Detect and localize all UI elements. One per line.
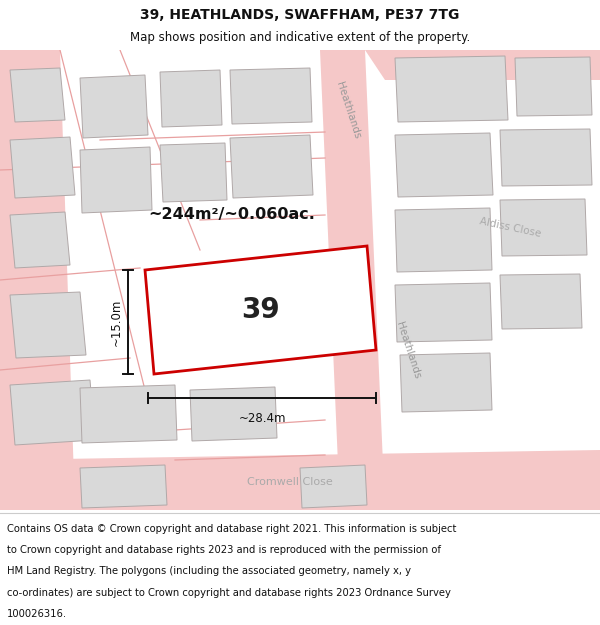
Polygon shape <box>395 208 492 272</box>
Text: Cromwell Close: Cromwell Close <box>247 477 333 487</box>
Polygon shape <box>80 465 167 508</box>
Polygon shape <box>500 274 582 329</box>
Polygon shape <box>395 133 493 197</box>
Polygon shape <box>80 385 177 443</box>
Polygon shape <box>10 292 86 358</box>
Polygon shape <box>515 57 592 116</box>
Polygon shape <box>300 465 367 508</box>
Text: 39: 39 <box>241 296 280 324</box>
Polygon shape <box>190 387 277 441</box>
Polygon shape <box>395 283 492 342</box>
Text: HM Land Registry. The polygons (including the associated geometry, namely x, y: HM Land Registry. The polygons (includin… <box>7 566 411 576</box>
Polygon shape <box>10 68 65 122</box>
Polygon shape <box>145 246 376 374</box>
Text: Contains OS data © Crown copyright and database right 2021. This information is : Contains OS data © Crown copyright and d… <box>7 524 457 534</box>
Polygon shape <box>365 50 600 80</box>
Polygon shape <box>80 147 152 213</box>
Polygon shape <box>0 450 600 510</box>
Text: to Crown copyright and database rights 2023 and is reproduced with the permissio: to Crown copyright and database rights 2… <box>7 545 441 555</box>
Text: ~15.0m: ~15.0m <box>110 298 123 346</box>
Polygon shape <box>10 137 75 198</box>
Text: ~28.4m: ~28.4m <box>238 412 286 425</box>
Polygon shape <box>500 129 592 186</box>
Polygon shape <box>320 50 385 510</box>
Text: 39, HEATHLANDS, SWAFFHAM, PE37 7TG: 39, HEATHLANDS, SWAFFHAM, PE37 7TG <box>140 8 460 22</box>
Polygon shape <box>395 56 508 122</box>
Text: Aldiss Close: Aldiss Close <box>478 217 542 239</box>
Polygon shape <box>160 70 222 127</box>
Polygon shape <box>230 135 313 198</box>
Polygon shape <box>10 212 70 268</box>
Text: Map shows position and indicative extent of the property.: Map shows position and indicative extent… <box>130 31 470 44</box>
Polygon shape <box>160 143 227 202</box>
Polygon shape <box>230 68 312 124</box>
Text: Heathlands: Heathlands <box>394 320 422 380</box>
Polygon shape <box>400 353 492 412</box>
Polygon shape <box>500 199 587 256</box>
Polygon shape <box>10 380 95 445</box>
Text: co-ordinates) are subject to Crown copyright and database rights 2023 Ordnance S: co-ordinates) are subject to Crown copyr… <box>7 588 451 598</box>
Polygon shape <box>0 50 75 510</box>
Text: ~244m²/~0.060ac.: ~244m²/~0.060ac. <box>148 208 315 222</box>
Text: 100026316.: 100026316. <box>7 609 67 619</box>
Polygon shape <box>80 75 148 138</box>
Text: Heathlands: Heathlands <box>334 80 362 140</box>
